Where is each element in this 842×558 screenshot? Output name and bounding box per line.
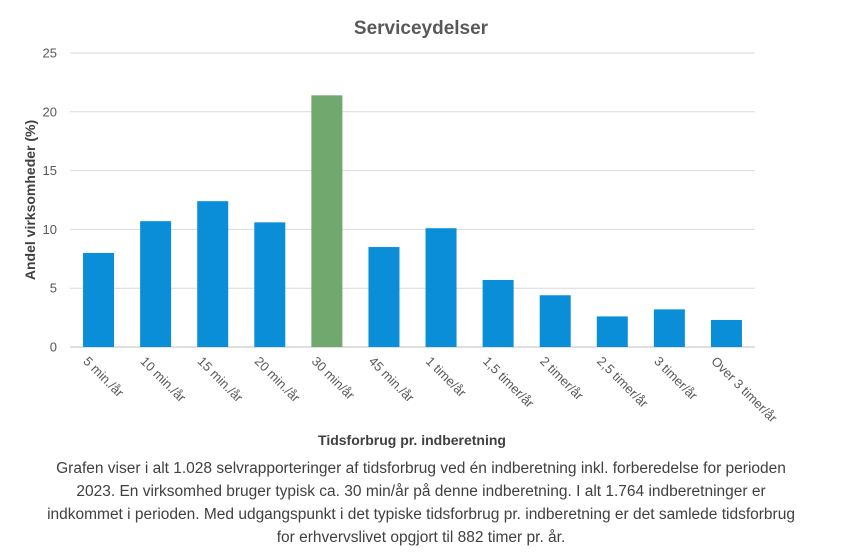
y-tick-labels: 0 5 10 15 20 25 [43,46,57,355]
bar-chart: Serviceydelser 0 5 10 15 20 25 5 min./år 10 mi… [22,18,781,448]
x-tick-label: 15 min./år [195,354,247,406]
x-tick-label: 30 min/år [309,354,358,403]
bar-7 [482,279,514,347]
x-tick-label: 5 min./år [80,354,127,401]
bar-8 [539,295,571,347]
x-tick-labels: 5 min./år 10 min./år 15 min./år 20 min./år 3… [80,354,780,426]
x-tick-label: Over 3 timer/år [708,354,780,426]
bar-2 [197,201,229,347]
bars [83,95,742,347]
x-tick-label: 20 min./år [252,354,304,406]
bar-11 [710,319,742,347]
x-axis-title: Tidsforbrug pr. indberetning [318,432,506,448]
x-tick-label: 1 time/år [423,354,470,401]
x-tick-label: 45 min./år [366,354,418,406]
chart-caption: Grafen viser i alt 1.028 selvrapporterin… [47,460,795,546]
y-tick-label: 15 [43,163,57,178]
bar-4 [311,95,343,347]
y-axis-title: Andel virksomheder (%) [22,120,38,280]
x-tick-label: 10 min./år [138,354,190,406]
x-tick-label: 2 timer/år [537,354,587,404]
bar-6 [425,228,457,347]
bar-9 [596,316,628,347]
chart-title: Serviceydelser [354,18,489,39]
y-tick-label: 25 [43,46,57,61]
x-tick-label: 1,5 timer/år [480,354,538,412]
y-tick-label: 10 [43,222,57,237]
bar-1 [140,221,172,347]
bar-10 [653,309,685,347]
bar-5 [368,247,400,347]
bar-3 [254,222,286,347]
y-tick-label: 5 [50,281,57,296]
gridlines [70,52,755,348]
bar-0 [83,252,115,347]
y-tick-label: 0 [50,340,57,355]
x-tick-label: 2,5 timer/år [594,354,652,412]
y-tick-label: 20 [43,104,57,119]
x-tick-label: 3 timer/år [651,354,701,404]
